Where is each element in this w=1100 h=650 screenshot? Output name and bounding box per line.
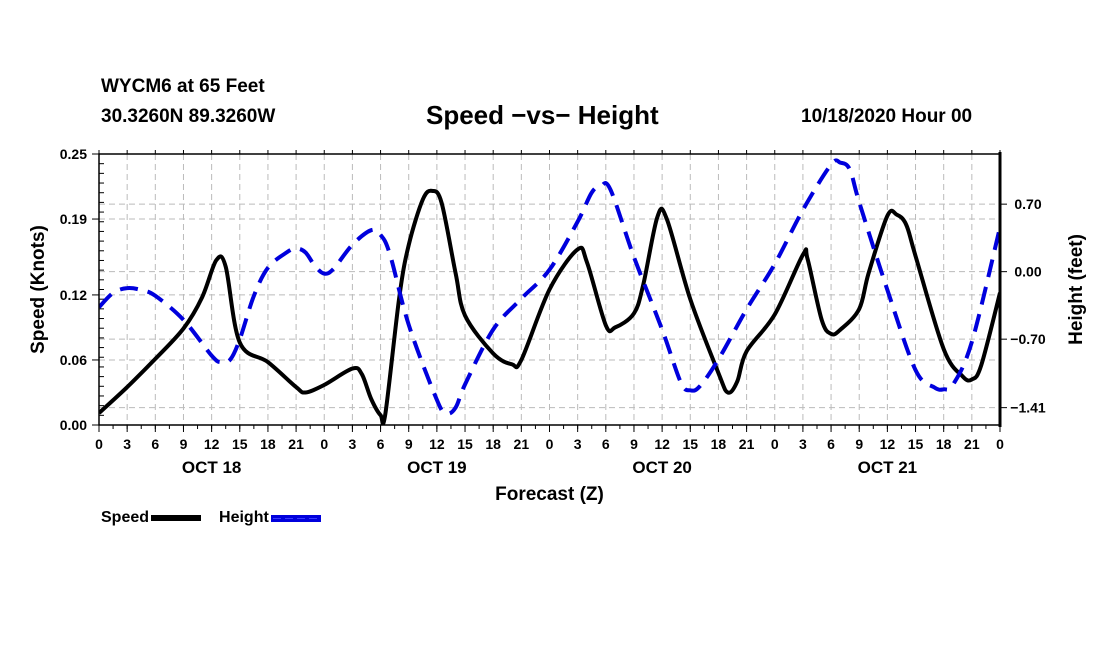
x-tick-label: 6	[377, 436, 385, 452]
x-tick-label: 9	[405, 436, 413, 452]
legend: Speed Height	[101, 509, 339, 527]
x-tick-label: 15	[908, 436, 924, 452]
x-axis-label: Forecast (Z)	[495, 484, 604, 505]
x-tick-label: 3	[799, 436, 807, 452]
x-tick-label: 0	[320, 436, 328, 452]
x-day-label: OCT 21	[858, 458, 918, 477]
station-label: WYCM6 at 65 Feet	[101, 76, 265, 97]
y-tick-label: 0.12	[60, 287, 87, 303]
tick-labels: 0 3 6 9 12 15 18 21 0 3 6 9 12 15 18 21 0 3 6 9 12 15 18 21 0 3 6 9…	[60, 146, 1046, 477]
y2-tick-label: −1.41	[1010, 400, 1046, 416]
y-tick-label: 0.06	[60, 352, 87, 368]
x-tick-label: 6	[602, 436, 610, 452]
y2-tick-label: 0.70	[1014, 196, 1041, 212]
x-tick-label: 18	[260, 436, 276, 452]
x-tick-label: 3	[574, 436, 582, 452]
x-tick-label: 9	[180, 436, 188, 452]
legend-swatch-height	[270, 514, 321, 522]
x-tick-label: 9	[630, 436, 638, 452]
series-lines	[99, 158, 1000, 425]
x-tick-label: 12	[880, 436, 896, 452]
x-day-label: OCT 18	[182, 458, 242, 477]
x-tick-label: 0	[771, 436, 779, 452]
x-tick-label: 15	[232, 436, 248, 452]
y-tick-label: 0.25	[60, 146, 87, 162]
x-tick-label: 18	[711, 436, 727, 452]
x-tick-label: 6	[151, 436, 159, 452]
x-tick-label: 18	[936, 436, 952, 452]
y-axis-label: Speed (Knots)	[28, 225, 49, 354]
x-tick-label: 18	[485, 436, 501, 452]
x-tick-label: 0	[546, 436, 554, 452]
station-coordinates: 30.3260N 89.3260W	[101, 106, 276, 127]
x-day-label: OCT 19	[407, 458, 467, 477]
x-tick-label: 21	[964, 436, 980, 452]
x-tick-label: 21	[739, 436, 755, 452]
legend-label-height: Height	[219, 509, 269, 526]
x-tick-label: 6	[827, 436, 835, 452]
x-tick-label: 9	[855, 436, 863, 452]
x-tick-label: 21	[514, 436, 530, 452]
y2-tick-label: 0.00	[1014, 264, 1041, 280]
x-tick-label: 0	[95, 436, 103, 452]
y2-axis-label: Height (feet)	[1066, 234, 1087, 345]
y2-tick-label: −0.70	[1010, 331, 1046, 347]
x-tick-label: 3	[349, 436, 357, 452]
chart-title: Speed −vs− Height	[426, 100, 659, 130]
x-tick-label: 12	[429, 436, 445, 452]
x-tick-label: 15	[457, 436, 473, 452]
x-tick-label: 21	[288, 436, 304, 452]
legend-item-height: Height	[219, 509, 321, 527]
series-line-speed	[99, 188, 1000, 425]
x-tick-label: 0	[996, 436, 1004, 452]
x-tick-label: 12	[654, 436, 670, 452]
series-line-height	[99, 158, 1000, 416]
legend-swatch-speed	[151, 515, 202, 521]
x-tick-label: 15	[682, 436, 698, 452]
x-day-label: OCT 20	[632, 458, 692, 477]
x-tick-label: 12	[204, 436, 220, 452]
y-tick-label: 0.19	[60, 211, 87, 227]
x-tick-label: 3	[123, 436, 131, 452]
legend-item-speed: Speed	[101, 509, 202, 527]
forecast-datetime: 10/18/2020 Hour 00	[801, 106, 973, 127]
y-tick-label: 0.00	[60, 417, 87, 433]
legend-label-speed: Speed	[101, 509, 150, 526]
